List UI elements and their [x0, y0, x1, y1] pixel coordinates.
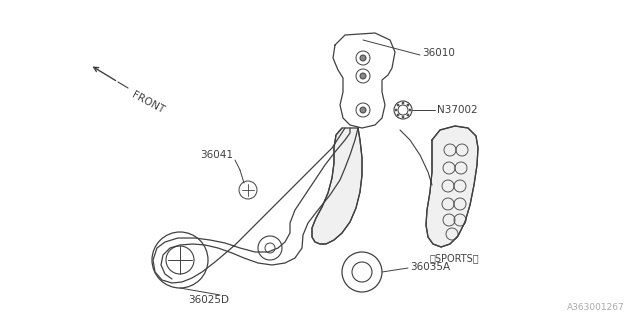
Text: 36041: 36041: [200, 150, 233, 160]
Polygon shape: [426, 126, 478, 247]
Text: 36010: 36010: [422, 48, 455, 58]
Circle shape: [402, 116, 404, 118]
Text: A363001267: A363001267: [567, 303, 625, 312]
Text: FRONT: FRONT: [130, 90, 166, 116]
Text: 36025D: 36025D: [188, 295, 229, 305]
Circle shape: [360, 73, 366, 79]
Text: 〈SPORTS〉: 〈SPORTS〉: [430, 253, 479, 263]
Circle shape: [360, 55, 366, 61]
Text: 36035A: 36035A: [410, 262, 450, 272]
Circle shape: [407, 114, 409, 116]
Circle shape: [395, 109, 397, 111]
Circle shape: [402, 102, 404, 104]
Circle shape: [407, 104, 409, 106]
Text: N37002: N37002: [437, 105, 477, 115]
Circle shape: [409, 109, 411, 111]
Circle shape: [397, 114, 399, 116]
Circle shape: [397, 104, 399, 106]
Polygon shape: [312, 128, 362, 244]
Circle shape: [360, 107, 366, 113]
